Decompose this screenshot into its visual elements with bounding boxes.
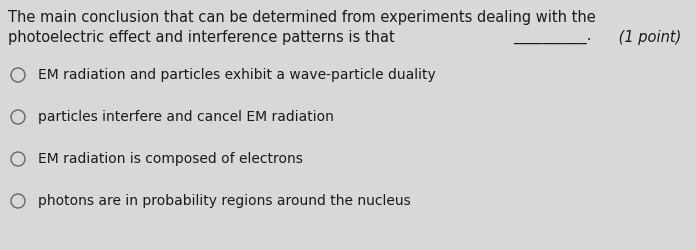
Text: particles interfere and cancel EM radiation: particles interfere and cancel EM radiat… bbox=[38, 110, 334, 124]
Text: EM radiation is composed of electrons: EM radiation is composed of electrons bbox=[38, 152, 303, 166]
Text: The main conclusion that can be determined from experiments dealing with the: The main conclusion that can be determin… bbox=[8, 10, 596, 25]
Text: EM radiation and particles exhibit a wave-particle duality: EM radiation and particles exhibit a wav… bbox=[38, 68, 436, 82]
Text: photons are in probability regions around the nucleus: photons are in probability regions aroun… bbox=[38, 194, 411, 208]
Text: photoelectric effect and interference patterns is that: photoelectric effect and interference pa… bbox=[8, 30, 400, 45]
Text: (1 point): (1 point) bbox=[615, 30, 681, 45]
Text: __________.: __________. bbox=[513, 30, 592, 45]
